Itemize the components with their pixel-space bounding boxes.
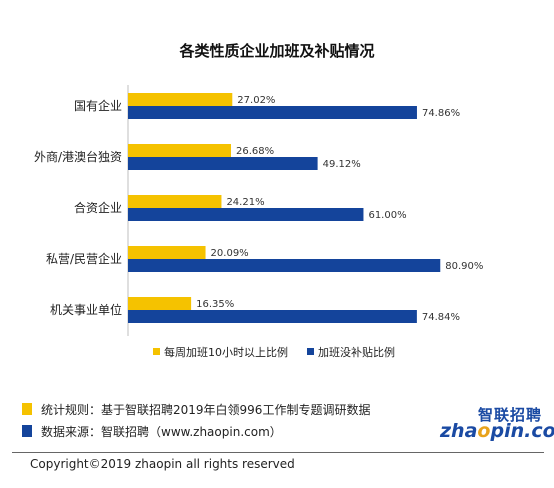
category-label: 合资企业 bbox=[74, 200, 122, 215]
legend-swatch bbox=[307, 348, 314, 355]
note-rule-swatch bbox=[22, 403, 32, 415]
logo-en-dot: o bbox=[477, 420, 491, 442]
logo-en-text: zhaopin.com bbox=[440, 420, 554, 442]
zhaopin-logo: 智联招聘 zhaopin.com bbox=[440, 404, 554, 444]
legend-swatch bbox=[153, 348, 160, 355]
data-label: 20.09% bbox=[211, 248, 249, 259]
bar-overtime bbox=[128, 144, 231, 157]
data-label: 74.84% bbox=[422, 312, 460, 323]
bar-no-subsidy bbox=[128, 106, 417, 119]
bar-no-subsidy bbox=[128, 208, 364, 221]
bar-chart: 各类性质企业加班及补贴情况 国有企业 27.02% 74.86% 外商/港澳台独资 26… bbox=[34, 42, 483, 359]
note-rule-text: 统计规则：基于智联招聘2019年白领996工作制专题调研数据 bbox=[41, 402, 371, 417]
note-source-text: 数据来源：智联招聘（www.zhaopin.com） bbox=[41, 424, 282, 439]
legend-label: 加班没补贴比例 bbox=[318, 345, 395, 359]
note-source-swatch bbox=[22, 425, 32, 437]
bar-no-subsidy bbox=[128, 259, 441, 272]
category-label: 外商/港澳台独资 bbox=[34, 149, 122, 164]
legend-label: 每周加班10小时以上比例 bbox=[164, 345, 288, 359]
data-label: 26.68% bbox=[236, 146, 274, 157]
data-label: 49.12% bbox=[323, 159, 361, 170]
data-label: 16.35% bbox=[196, 299, 234, 310]
bar-overtime bbox=[128, 297, 192, 310]
logo-en-post: pin.com bbox=[490, 420, 554, 442]
note-rule: 统计规则：基于智联招聘2019年白领996工作制专题调研数据 bbox=[22, 398, 442, 420]
bar-no-subsidy bbox=[128, 157, 318, 170]
bar-overtime bbox=[128, 246, 206, 259]
category-label: 国有企业 bbox=[74, 98, 122, 113]
bar-overtime bbox=[128, 195, 222, 208]
notes: 统计规则：基于智联招聘2019年白领996工作制专题调研数据 数据来源：智联招聘… bbox=[22, 398, 442, 442]
footer-divider bbox=[12, 452, 544, 453]
data-label: 27.02% bbox=[237, 95, 275, 106]
bar-overtime bbox=[128, 93, 233, 106]
copyright-text: Copyright©2019 zhaopin all rights reserv… bbox=[30, 457, 295, 471]
plot-area: 国有企业 27.02% 74.86% 外商/港澳台独资 26.68% 49.12% 合资企业… bbox=[34, 85, 483, 336]
logo-en-pre: zha bbox=[440, 420, 478, 442]
data-label: 24.21% bbox=[226, 197, 264, 208]
category-label: 私营/民营企业 bbox=[46, 251, 122, 266]
chart-title: 各类性质企业加班及补贴情况 bbox=[178, 42, 374, 60]
data-label: 80.90% bbox=[445, 261, 483, 272]
logo-cn-text: 智联招聘 bbox=[477, 406, 542, 424]
bar-no-subsidy bbox=[128, 310, 417, 323]
chart-legend: 每周加班10小时以上比例 加班没补贴比例 bbox=[153, 345, 395, 359]
data-label: 74.86% bbox=[422, 108, 460, 119]
category-label: 机关事业单位 bbox=[50, 302, 122, 317]
note-source: 数据来源：智联招聘（www.zhaopin.com） bbox=[22, 420, 442, 442]
data-label: 61.00% bbox=[368, 210, 406, 221]
